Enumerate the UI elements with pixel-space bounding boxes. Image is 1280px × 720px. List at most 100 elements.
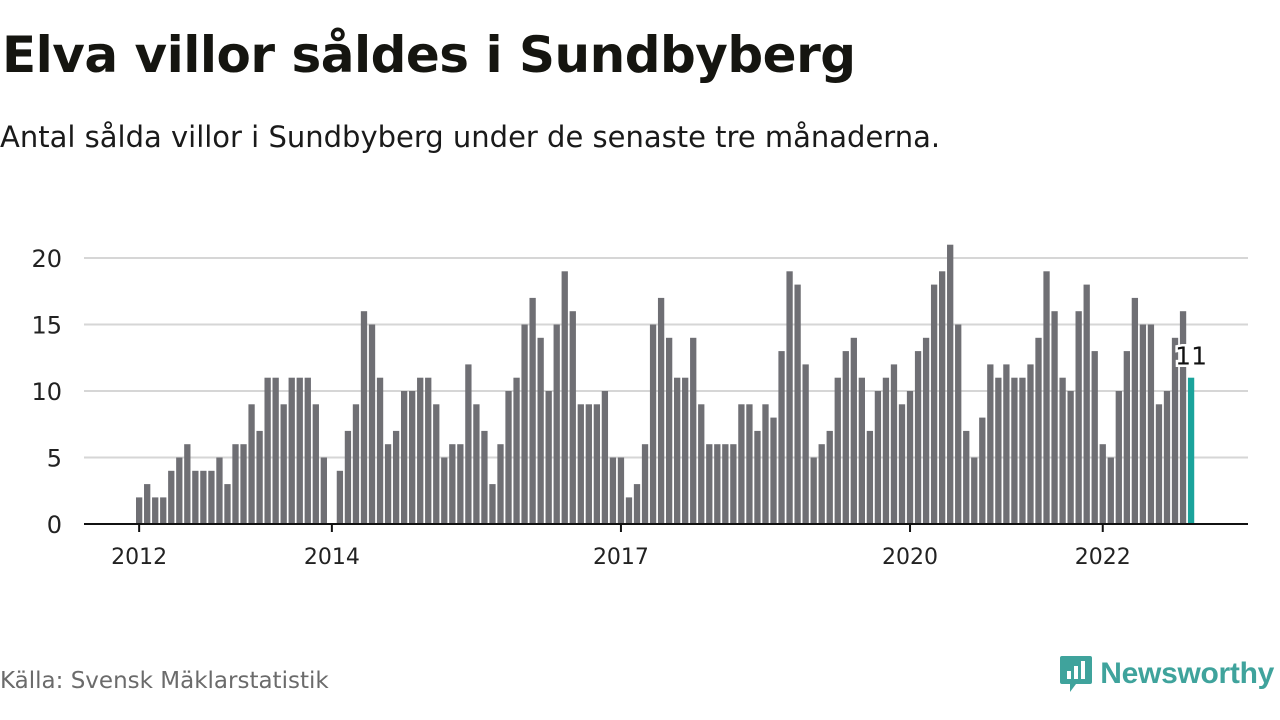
- bar: [601, 391, 609, 524]
- bar: [1083, 284, 1090, 524]
- bar: [657, 297, 665, 524]
- bar: [770, 417, 777, 524]
- bar: [1051, 311, 1058, 524]
- bar: [1107, 457, 1114, 524]
- bar: [312, 404, 319, 524]
- data-label-last: 11: [1175, 342, 1207, 371]
- bar: [665, 337, 673, 524]
- bar: [449, 444, 456, 524]
- bar: [1003, 364, 1010, 524]
- y-tick-label: 15: [31, 312, 62, 340]
- bar: [786, 271, 793, 524]
- bar: [473, 404, 480, 524]
- bar: [826, 430, 833, 524]
- bar: [633, 484, 641, 524]
- newsworthy-logo: Newsworthy: [1058, 654, 1274, 694]
- x-tick-label: 2020: [882, 545, 938, 570]
- x-tick-label: 2012: [111, 545, 167, 570]
- bar: [609, 457, 617, 524]
- bar: [344, 430, 352, 524]
- bar: [1115, 391, 1122, 524]
- bar: [1171, 337, 1179, 524]
- bar: [1139, 324, 1147, 524]
- bar: [1067, 391, 1074, 524]
- bar: [152, 497, 159, 524]
- source-note: Källa: Svensk Mäklarstatistik: [0, 668, 329, 694]
- bar: [778, 351, 785, 524]
- bar: [497, 444, 504, 524]
- bar: [690, 337, 697, 524]
- bar: [617, 457, 625, 524]
- bar: [1035, 337, 1042, 524]
- bar: [1059, 377, 1066, 524]
- bar: [577, 404, 584, 524]
- bar: [569, 311, 576, 524]
- x-tick-label: 2017: [593, 545, 649, 570]
- bar: [256, 430, 263, 524]
- bar: [400, 391, 408, 524]
- bar: [866, 430, 874, 524]
- bar: [810, 457, 817, 524]
- bar: [168, 470, 175, 524]
- bar: [561, 271, 568, 524]
- bar: [930, 284, 938, 524]
- bar: [360, 311, 368, 524]
- bar: [714, 444, 721, 524]
- bar: [1027, 364, 1034, 524]
- bar: [144, 484, 151, 524]
- bar-highlight: [1187, 377, 1195, 524]
- bar: [280, 404, 287, 524]
- bar: [722, 444, 729, 524]
- bar: [192, 470, 199, 524]
- bar: [850, 337, 857, 524]
- bar: [224, 484, 231, 524]
- bar: [963, 430, 970, 524]
- bar: [200, 470, 207, 524]
- bar: [842, 351, 849, 524]
- y-tick-label: 0: [47, 511, 62, 539]
- bar: [481, 430, 488, 524]
- bar: [730, 444, 737, 524]
- bar: [1043, 271, 1050, 524]
- bar: [746, 404, 753, 524]
- bar: [505, 391, 512, 524]
- bar: [1011, 377, 1018, 524]
- bar: [457, 444, 464, 524]
- bar: [136, 497, 143, 524]
- bar: [585, 404, 592, 524]
- bar: [160, 497, 167, 524]
- bar: [176, 457, 183, 524]
- bar: [216, 457, 223, 524]
- newsworthy-icon: [1060, 656, 1093, 692]
- bar: [1123, 351, 1130, 524]
- bar: [272, 377, 279, 524]
- bar: [593, 404, 601, 524]
- bar: [762, 404, 769, 524]
- bar: [698, 404, 705, 524]
- bar: [537, 337, 544, 524]
- bar: [955, 324, 962, 524]
- bar: [521, 324, 528, 524]
- bar: [264, 377, 271, 524]
- bar: [754, 430, 761, 524]
- bar: [296, 377, 303, 524]
- bar: [184, 444, 191, 524]
- bar: [441, 457, 448, 524]
- bar: [433, 404, 440, 524]
- bar: [1131, 297, 1139, 524]
- bar: [368, 324, 376, 524]
- bar: [625, 497, 633, 524]
- bar: [898, 404, 906, 524]
- bar: [248, 404, 255, 524]
- bar: [971, 457, 978, 524]
- bar: [682, 377, 689, 524]
- bar: [352, 404, 360, 524]
- bar: [1075, 311, 1082, 524]
- bar: [818, 444, 825, 524]
- bar: [882, 377, 890, 524]
- bar: [392, 430, 400, 524]
- bar: [409, 391, 416, 524]
- bar: [232, 444, 239, 524]
- bar: [529, 297, 536, 524]
